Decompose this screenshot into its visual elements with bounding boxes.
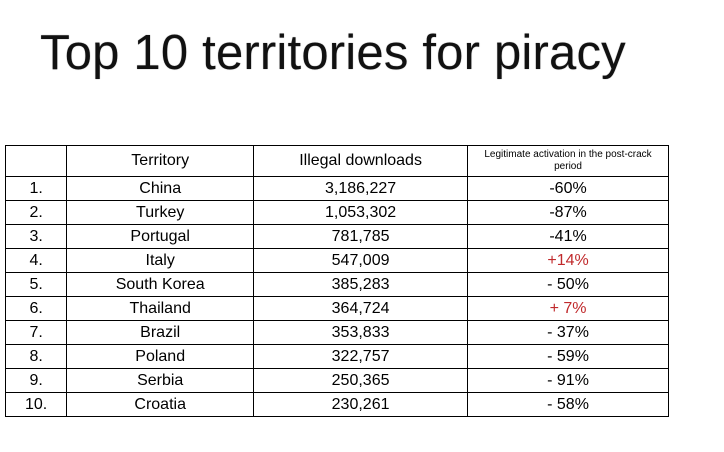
rank-cell: 9. — [4, 368, 68, 393]
activation-cell: -41% — [467, 224, 669, 249]
downloads-cell: 3,186,227 — [253, 176, 469, 201]
rank-cell: 10. — [4, 392, 68, 417]
header-activation: Legitimate activation in the post-crack … — [467, 145, 669, 177]
table-row: 5. South Korea 385,283- 50% — [4, 272, 669, 297]
downloads-cell: 250,365 — [253, 368, 469, 393]
activation-cell: - 59% — [467, 344, 669, 369]
territory-cell: Italy — [66, 248, 255, 273]
territory-cell: Brazil — [66, 320, 255, 345]
header-territory: Territory — [66, 145, 255, 177]
table-row: 8. Poland 322,757- 59% — [4, 344, 669, 369]
downloads-cell: 322,757 — [253, 344, 469, 369]
header-rank — [4, 145, 68, 177]
activation-cell: -60% — [467, 176, 669, 201]
territory-cell: Turkey — [66, 200, 255, 225]
downloads-cell: 781,785 — [253, 224, 469, 249]
territory-cell: Poland — [66, 344, 255, 369]
downloads-cell: 364,724 — [253, 296, 469, 321]
territory-cell: China — [66, 176, 255, 201]
table-row: 6. Thailand 364,724 + 7% — [4, 296, 669, 321]
table-header-row: Territory Illegal downloads Legitimate a… — [4, 145, 669, 177]
rank-cell: 5. — [4, 272, 68, 297]
activation-cell: - 37% — [467, 320, 669, 345]
activation-cell: + 7% — [467, 296, 669, 321]
activation-cell: - 58% — [467, 392, 669, 417]
territory-cell: Portugal — [66, 224, 255, 249]
territory-cell: Thailand — [66, 296, 255, 321]
rank-cell: 1. — [4, 176, 68, 201]
activation-cell: - 91% — [467, 368, 669, 393]
downloads-cell: 385,283 — [253, 272, 469, 297]
table-row: 3. Portugal 781,785 -41% — [4, 224, 669, 249]
rank-cell: 3. — [4, 224, 68, 249]
rank-cell: 8. — [4, 344, 68, 369]
territory-cell: Serbia — [66, 368, 255, 393]
table-row: 10. Croatia 230,261- 58% — [4, 392, 669, 417]
downloads-cell: 547,009 — [253, 248, 469, 273]
table-row: 9. Serbia 250,365- 91% — [4, 368, 669, 393]
activation-cell: -87% — [467, 200, 669, 225]
page-title: Top 10 territories for piracy — [40, 26, 626, 80]
downloads-cell: 353,833 — [253, 320, 469, 345]
downloads-cell: 1,053,302 — [253, 200, 469, 225]
header-downloads: Illegal downloads — [253, 145, 469, 177]
rank-cell: 7. — [4, 320, 68, 345]
activation-cell: +14% — [467, 248, 669, 273]
table-row: 4. Italy 547,009 +14% — [4, 248, 669, 273]
activation-cell: - 50% — [467, 272, 669, 297]
table-body: 1. China 3,186,227 -60% 2. Turkey 1,053,302 -87… — [4, 176, 669, 417]
table-row: 7. Brazil 353,833- 37% — [4, 320, 669, 345]
table-row: 2. Turkey 1,053,302 -87% — [4, 200, 669, 225]
downloads-cell: 230,261 — [253, 392, 469, 417]
rank-cell: 4. — [4, 248, 68, 273]
rank-cell: 2. — [4, 200, 68, 225]
table-row: 1. China 3,186,227 -60% — [4, 176, 669, 201]
piracy-table: Territory Illegal downloads Legitimate a… — [4, 145, 669, 417]
territory-cell: Croatia — [66, 392, 255, 417]
rank-cell: 6. — [4, 296, 68, 321]
territory-cell: South Korea — [66, 272, 255, 297]
